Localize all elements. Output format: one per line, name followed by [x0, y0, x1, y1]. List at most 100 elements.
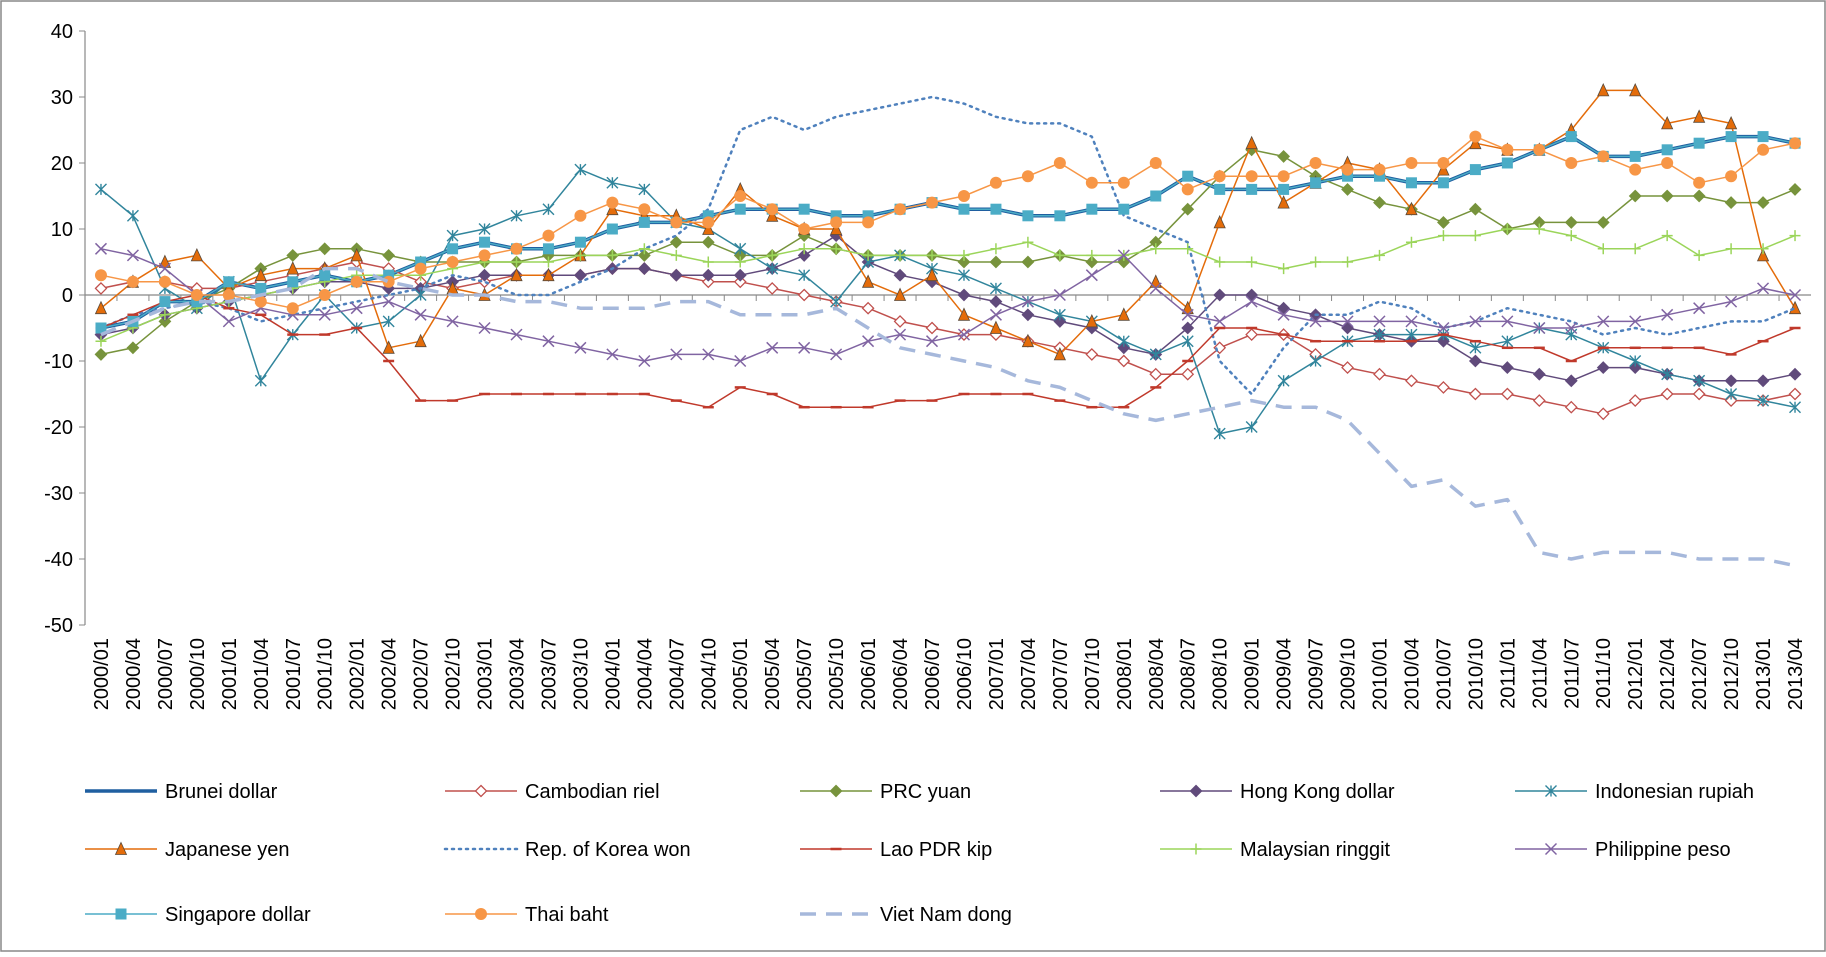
series: [95, 293, 1801, 409]
data-point: [1405, 315, 1418, 328]
data-point: [1693, 137, 1705, 149]
data-point: [574, 236, 586, 248]
data-point: [1053, 314, 1067, 328]
data-point: [126, 275, 139, 288]
data-point: [1054, 249, 1066, 261]
data-point: [989, 308, 1002, 321]
data-point: [1181, 335, 1194, 348]
data-point: [1405, 374, 1418, 388]
data-point: [254, 267, 267, 282]
data-point: [862, 210, 874, 222]
x-tick-label: 2012/10: [1721, 638, 1743, 710]
data-point: [734, 354, 747, 368]
data-point: [734, 203, 746, 215]
data-point: [1117, 341, 1131, 355]
data-point: [1085, 347, 1099, 361]
data-point: [1468, 387, 1482, 401]
data-point: [1693, 374, 1706, 387]
x-tick-label: 2001/10: [315, 638, 337, 710]
data-point: [926, 196, 939, 209]
x-tick-label: 2011/10: [1593, 638, 1615, 709]
data-point: [1437, 230, 1449, 242]
data-point: [542, 267, 555, 282]
data-point: [1661, 144, 1673, 156]
data-point: [1629, 355, 1642, 367]
data-point: [223, 276, 235, 288]
x-tick-label: 2012/07: [1689, 638, 1711, 710]
legend-label: Indonesian rupiah: [1595, 781, 1754, 803]
data-point: [701, 275, 715, 289]
data-point: [158, 254, 172, 268]
data-point: [733, 275, 747, 289]
x-tick-label: 2005/01: [730, 638, 752, 710]
data-point: [1660, 387, 1674, 401]
data-point: [957, 307, 971, 321]
data-point: [1373, 367, 1386, 381]
data-point: [383, 269, 395, 281]
data-point: [830, 243, 842, 255]
data-point: [606, 176, 619, 189]
x-tick-label: 2000/04: [123, 638, 145, 710]
data-point: [1629, 150, 1641, 162]
data-point: [606, 223, 618, 235]
data-point: [1724, 196, 1738, 210]
data-point: [1468, 354, 1482, 368]
x-tick-label: 2013/01: [1753, 638, 1775, 710]
data-point: [1021, 295, 1034, 308]
data-point: [1437, 321, 1450, 335]
data-point: [1309, 157, 1322, 169]
data-point: [1213, 170, 1226, 183]
data-point: [1246, 256, 1258, 268]
data-point: [862, 216, 875, 229]
data-point: [1629, 315, 1642, 328]
data-point: [1628, 361, 1642, 375]
legend-marker: [1544, 842, 1558, 856]
data-point: [893, 314, 907, 328]
data-point: [798, 203, 810, 215]
data-point: [670, 249, 682, 261]
data-point: [957, 269, 970, 282]
data-point: [830, 216, 843, 229]
data-point: [1213, 315, 1226, 328]
data-point: [958, 203, 970, 215]
data-point: [1469, 230, 1481, 242]
data-point: [893, 268, 907, 282]
data-point: [1469, 341, 1482, 354]
x-tick-label: 2006/04: [890, 638, 912, 710]
data-point: [1405, 201, 1418, 216]
series-line: [100, 266, 1796, 568]
data-point: [1661, 308, 1674, 321]
data-point: [1245, 170, 1258, 183]
data-point: [1309, 315, 1322, 328]
data-point: [1437, 380, 1450, 394]
x-tick-label: 2004/01: [602, 638, 624, 710]
data-point: [255, 282, 267, 294]
data-point: [1341, 315, 1354, 328]
data-point: [1532, 367, 1546, 381]
x-tick-label: 2006/10: [954, 638, 976, 710]
data-point: [1277, 149, 1291, 163]
data-point: [1085, 255, 1099, 269]
data-point: [701, 268, 715, 282]
data-point: [159, 309, 171, 321]
legend-label: Cambodian riel: [525, 781, 660, 803]
x-tick-label: 2012/01: [1625, 638, 1647, 710]
data-point: [1373, 315, 1386, 328]
data-point: [126, 249, 139, 262]
data-point: [606, 249, 618, 261]
data-point: [669, 268, 683, 282]
data-point: [1181, 300, 1194, 315]
data-point: [190, 247, 203, 262]
data-point: [893, 287, 907, 301]
data-point: [702, 216, 715, 229]
data-point: [94, 183, 107, 196]
y-tick-label: 40: [51, 21, 73, 43]
data-point: [702, 348, 715, 361]
y-tick-label: 30: [51, 87, 73, 109]
data-point: [1437, 157, 1450, 169]
data-point: [1149, 367, 1163, 381]
data-point: [1149, 348, 1162, 361]
x-tick-label: 2000/07: [155, 638, 177, 710]
data-point: [1789, 401, 1802, 414]
data-point: [1501, 315, 1514, 328]
